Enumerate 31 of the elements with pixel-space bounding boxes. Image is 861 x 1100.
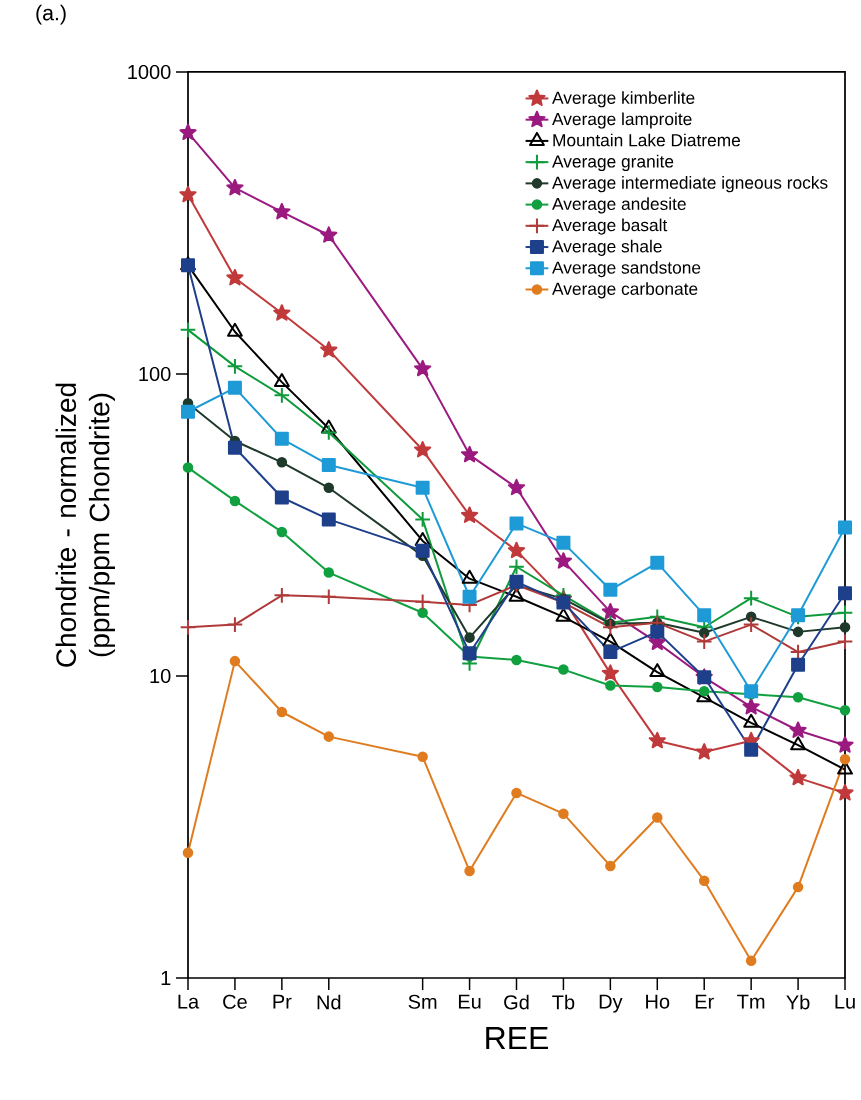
- y-tick-label: 1000: [128, 64, 171, 80]
- x-tick-label: Tb: [552, 994, 575, 1010]
- x-axis-title: REE: [486, 1027, 549, 1050]
- legend-label: Mountain Lake Diatreme: [553, 133, 741, 147]
- x-tick-label: Dy: [599, 994, 623, 1013]
- legend-label: Average intermediate igneous rocks: [552, 176, 828, 193]
- x-tick-label: Nd: [317, 994, 341, 1010]
- legend-label: Average sandstone: [552, 260, 701, 278]
- y-axis-title: Chondrite - normalized (ppm/ppm Chondrite): [55, 383, 115, 667]
- x-tick-label: Gd: [504, 994, 529, 1010]
- x-tick-label: Eu: [458, 994, 481, 1009]
- x-tick-label: Tm: [737, 994, 765, 1009]
- x-tick-label: Sm: [408, 994, 437, 1009]
- chart-title: (a.): [36, 4, 66, 25]
- x-tick-label: La: [178, 994, 200, 1009]
- x-tick-label: Ho: [646, 994, 670, 1009]
- legend-label: Average lamproite: [552, 112, 692, 129]
- legend-label: Average granite: [552, 154, 674, 172]
- legend-label: Average shale: [552, 239, 662, 256]
- legend-label: Average andesite: [552, 197, 686, 214]
- x-tick-label: Ce: [223, 994, 247, 1009]
- y-tick-label: 1: [161, 971, 171, 985]
- x-tick-label: Lu: [835, 994, 855, 1009]
- x-tick-label: Er: [695, 994, 714, 1009]
- legend-label: Average carbonate: [552, 282, 698, 299]
- legend-label: Average kimberlite: [552, 91, 695, 108]
- x-tick-label: Yb: [786, 994, 810, 1010]
- x-tick-label: Pr: [273, 994, 292, 1009]
- legend-label: Average basalt: [552, 218, 668, 235]
- y-tick-label: 10: [150, 668, 171, 684]
- y-tick-label: 100: [139, 366, 171, 382]
